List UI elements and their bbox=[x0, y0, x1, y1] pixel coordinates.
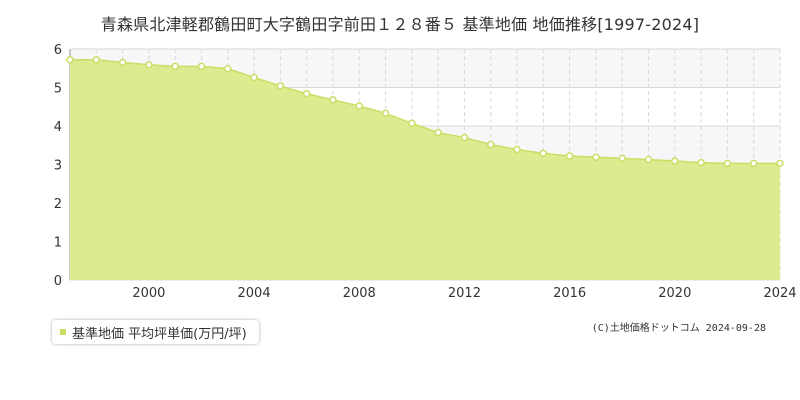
data-point bbox=[302, 89, 311, 98]
data-point bbox=[749, 159, 758, 168]
data-point bbox=[250, 73, 258, 82]
data-point bbox=[697, 158, 705, 167]
data-point bbox=[381, 109, 390, 118]
y-tick-label: 4 bbox=[54, 120, 62, 135]
data-point bbox=[644, 155, 653, 164]
data-point bbox=[671, 157, 679, 165]
data-point bbox=[539, 149, 548, 158]
data-point bbox=[66, 56, 74, 64]
series-layer bbox=[66, 56, 784, 280]
data-point bbox=[723, 159, 732, 168]
data-point bbox=[92, 56, 101, 64]
legend: 基準地価 平均坪単価(万円/坪) bbox=[52, 320, 259, 344]
x-tick-label: 2016 bbox=[553, 286, 586, 301]
data-point bbox=[329, 96, 337, 104]
data-point bbox=[408, 119, 416, 128]
data-point bbox=[197, 62, 206, 71]
data-point bbox=[486, 140, 495, 149]
y-tick-label: 6 bbox=[54, 43, 62, 58]
data-point bbox=[434, 128, 442, 137]
x-tick-label: 2004 bbox=[238, 286, 271, 301]
legend-swatch bbox=[60, 329, 66, 335]
data-point bbox=[118, 58, 127, 67]
x-tick-label: 2008 bbox=[343, 286, 376, 301]
y-axis-ticks: 0 1 2 3 4 5 6 bbox=[54, 43, 62, 289]
series-area bbox=[70, 59, 780, 280]
legend-label: 基準地価 平均坪単価(万円/坪) bbox=[72, 326, 247, 342]
data-point bbox=[618, 154, 626, 163]
x-axis-ticks: 2000 2004 2008 2012 2016 2020 2024 bbox=[132, 286, 796, 301]
y-tick-label: 1 bbox=[54, 236, 62, 251]
data-point bbox=[460, 133, 469, 142]
y-tick-label: 0 bbox=[54, 274, 62, 289]
x-tick-label: 2012 bbox=[448, 286, 481, 301]
data-point bbox=[171, 62, 179, 71]
y-tick-label: 2 bbox=[54, 197, 62, 212]
data-point bbox=[355, 102, 364, 110]
data-point bbox=[776, 159, 784, 168]
copyright-text: (C)土地価格ドットコム 2024-09-28 bbox=[591, 323, 766, 334]
x-tick-label: 2020 bbox=[658, 286, 691, 301]
x-tick-label: 2000 bbox=[132, 286, 165, 301]
series-line bbox=[70, 59, 780, 165]
y-tick-label: 3 bbox=[54, 159, 62, 174]
data-point bbox=[565, 152, 574, 160]
x-tick-label: 2024 bbox=[763, 286, 796, 301]
y-tick-label: 5 bbox=[54, 82, 62, 97]
data-point bbox=[276, 82, 285, 90]
chart-title: 青森県北津軽郡鶴田町大字鶴田字前田１２８番５ 基準地価 地価推移[1997-20… bbox=[100, 15, 700, 34]
data-point bbox=[224, 64, 232, 73]
data-point bbox=[592, 153, 600, 161]
data-point bbox=[513, 145, 521, 154]
data-point bbox=[145, 61, 153, 69]
